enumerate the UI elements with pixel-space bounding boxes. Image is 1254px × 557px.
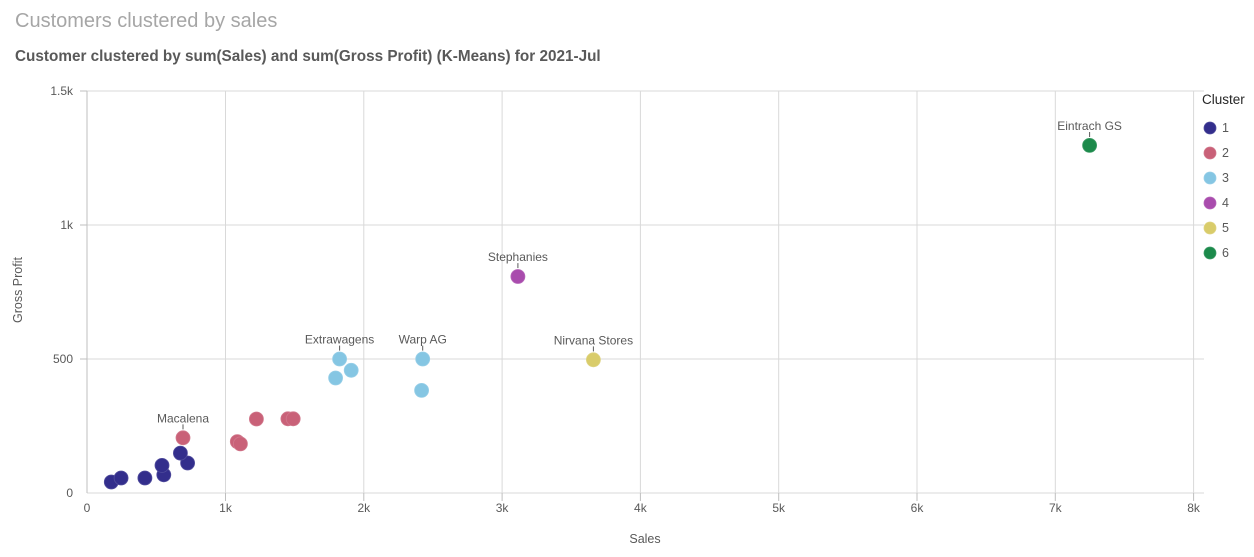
svg-text:1k: 1k <box>219 501 233 515</box>
svg-text:Macalena: Macalena <box>157 411 209 425</box>
svg-text:1.5k: 1.5k <box>50 84 74 98</box>
svg-text:1: 1 <box>1222 121 1229 135</box>
svg-text:5k: 5k <box>772 501 786 515</box>
svg-text:2k: 2k <box>357 501 371 515</box>
svg-text:8k: 8k <box>1187 501 1201 515</box>
svg-text:0: 0 <box>66 486 73 500</box>
svg-text:3k: 3k <box>496 501 510 515</box>
svg-text:6: 6 <box>1222 246 1229 260</box>
svg-text:Stephanies: Stephanies <box>488 250 548 264</box>
svg-text:Gross Profit: Gross Profit <box>11 256 25 323</box>
svg-text:3: 3 <box>1222 171 1229 185</box>
svg-text:4: 4 <box>1222 196 1229 210</box>
svg-text:2: 2 <box>1222 146 1229 160</box>
svg-text:6k: 6k <box>911 501 925 515</box>
svg-text:Warp AG: Warp AG <box>399 333 447 347</box>
svg-text:500: 500 <box>53 352 73 366</box>
svg-text:4k: 4k <box>634 501 648 515</box>
svg-text:5: 5 <box>1222 221 1229 235</box>
svg-text:Sales: Sales <box>629 532 660 546</box>
svg-text:Nirvana Stores: Nirvana Stores <box>554 333 633 347</box>
svg-text:Extrawagens: Extrawagens <box>305 333 374 347</box>
svg-text:Eintrach GS: Eintrach GS <box>1057 119 1122 133</box>
svg-text:1k: 1k <box>60 218 74 232</box>
svg-text:0: 0 <box>84 501 91 515</box>
svg-text:7k: 7k <box>1049 501 1063 515</box>
svg-text:Cluster: Cluster <box>1202 92 1245 107</box>
